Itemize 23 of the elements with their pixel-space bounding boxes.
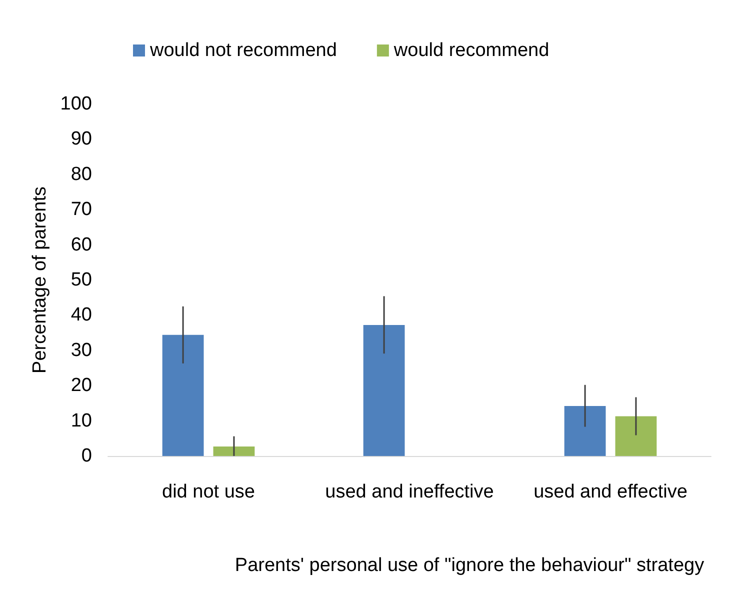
y-tick-label: 90 [70,128,92,150]
bar [564,406,606,456]
x-axis-title: Parents' personal use of "ignore the behaviour" strategy [234,555,705,576]
y-axis-title: Percentage of parents [29,186,50,374]
y-tick-label: 60 [70,234,92,256]
y-tick-label: 0 [81,446,92,466]
y-tick-label: 40 [70,304,92,326]
x-tick-label: did not use [162,482,255,502]
bar [363,325,405,456]
bar [213,446,255,456]
y-tick-label: 30 [70,340,92,361]
x-tick-label: used and ineffective [325,482,494,502]
y-tick-label: 80 [70,164,92,185]
y-tick-label: 100 [60,94,92,114]
y-tick-label: 50 [70,270,92,290]
legend-label: would not recommend [149,40,337,61]
legend-label: would recommend [392,40,550,61]
bar [162,334,204,456]
y-tick-label: 70 [70,199,92,220]
y-tick-label: 20 [70,375,92,396]
bar [615,416,657,456]
x-tick-label: used and effective [534,482,688,502]
y-tick-label: 10 [70,410,92,432]
